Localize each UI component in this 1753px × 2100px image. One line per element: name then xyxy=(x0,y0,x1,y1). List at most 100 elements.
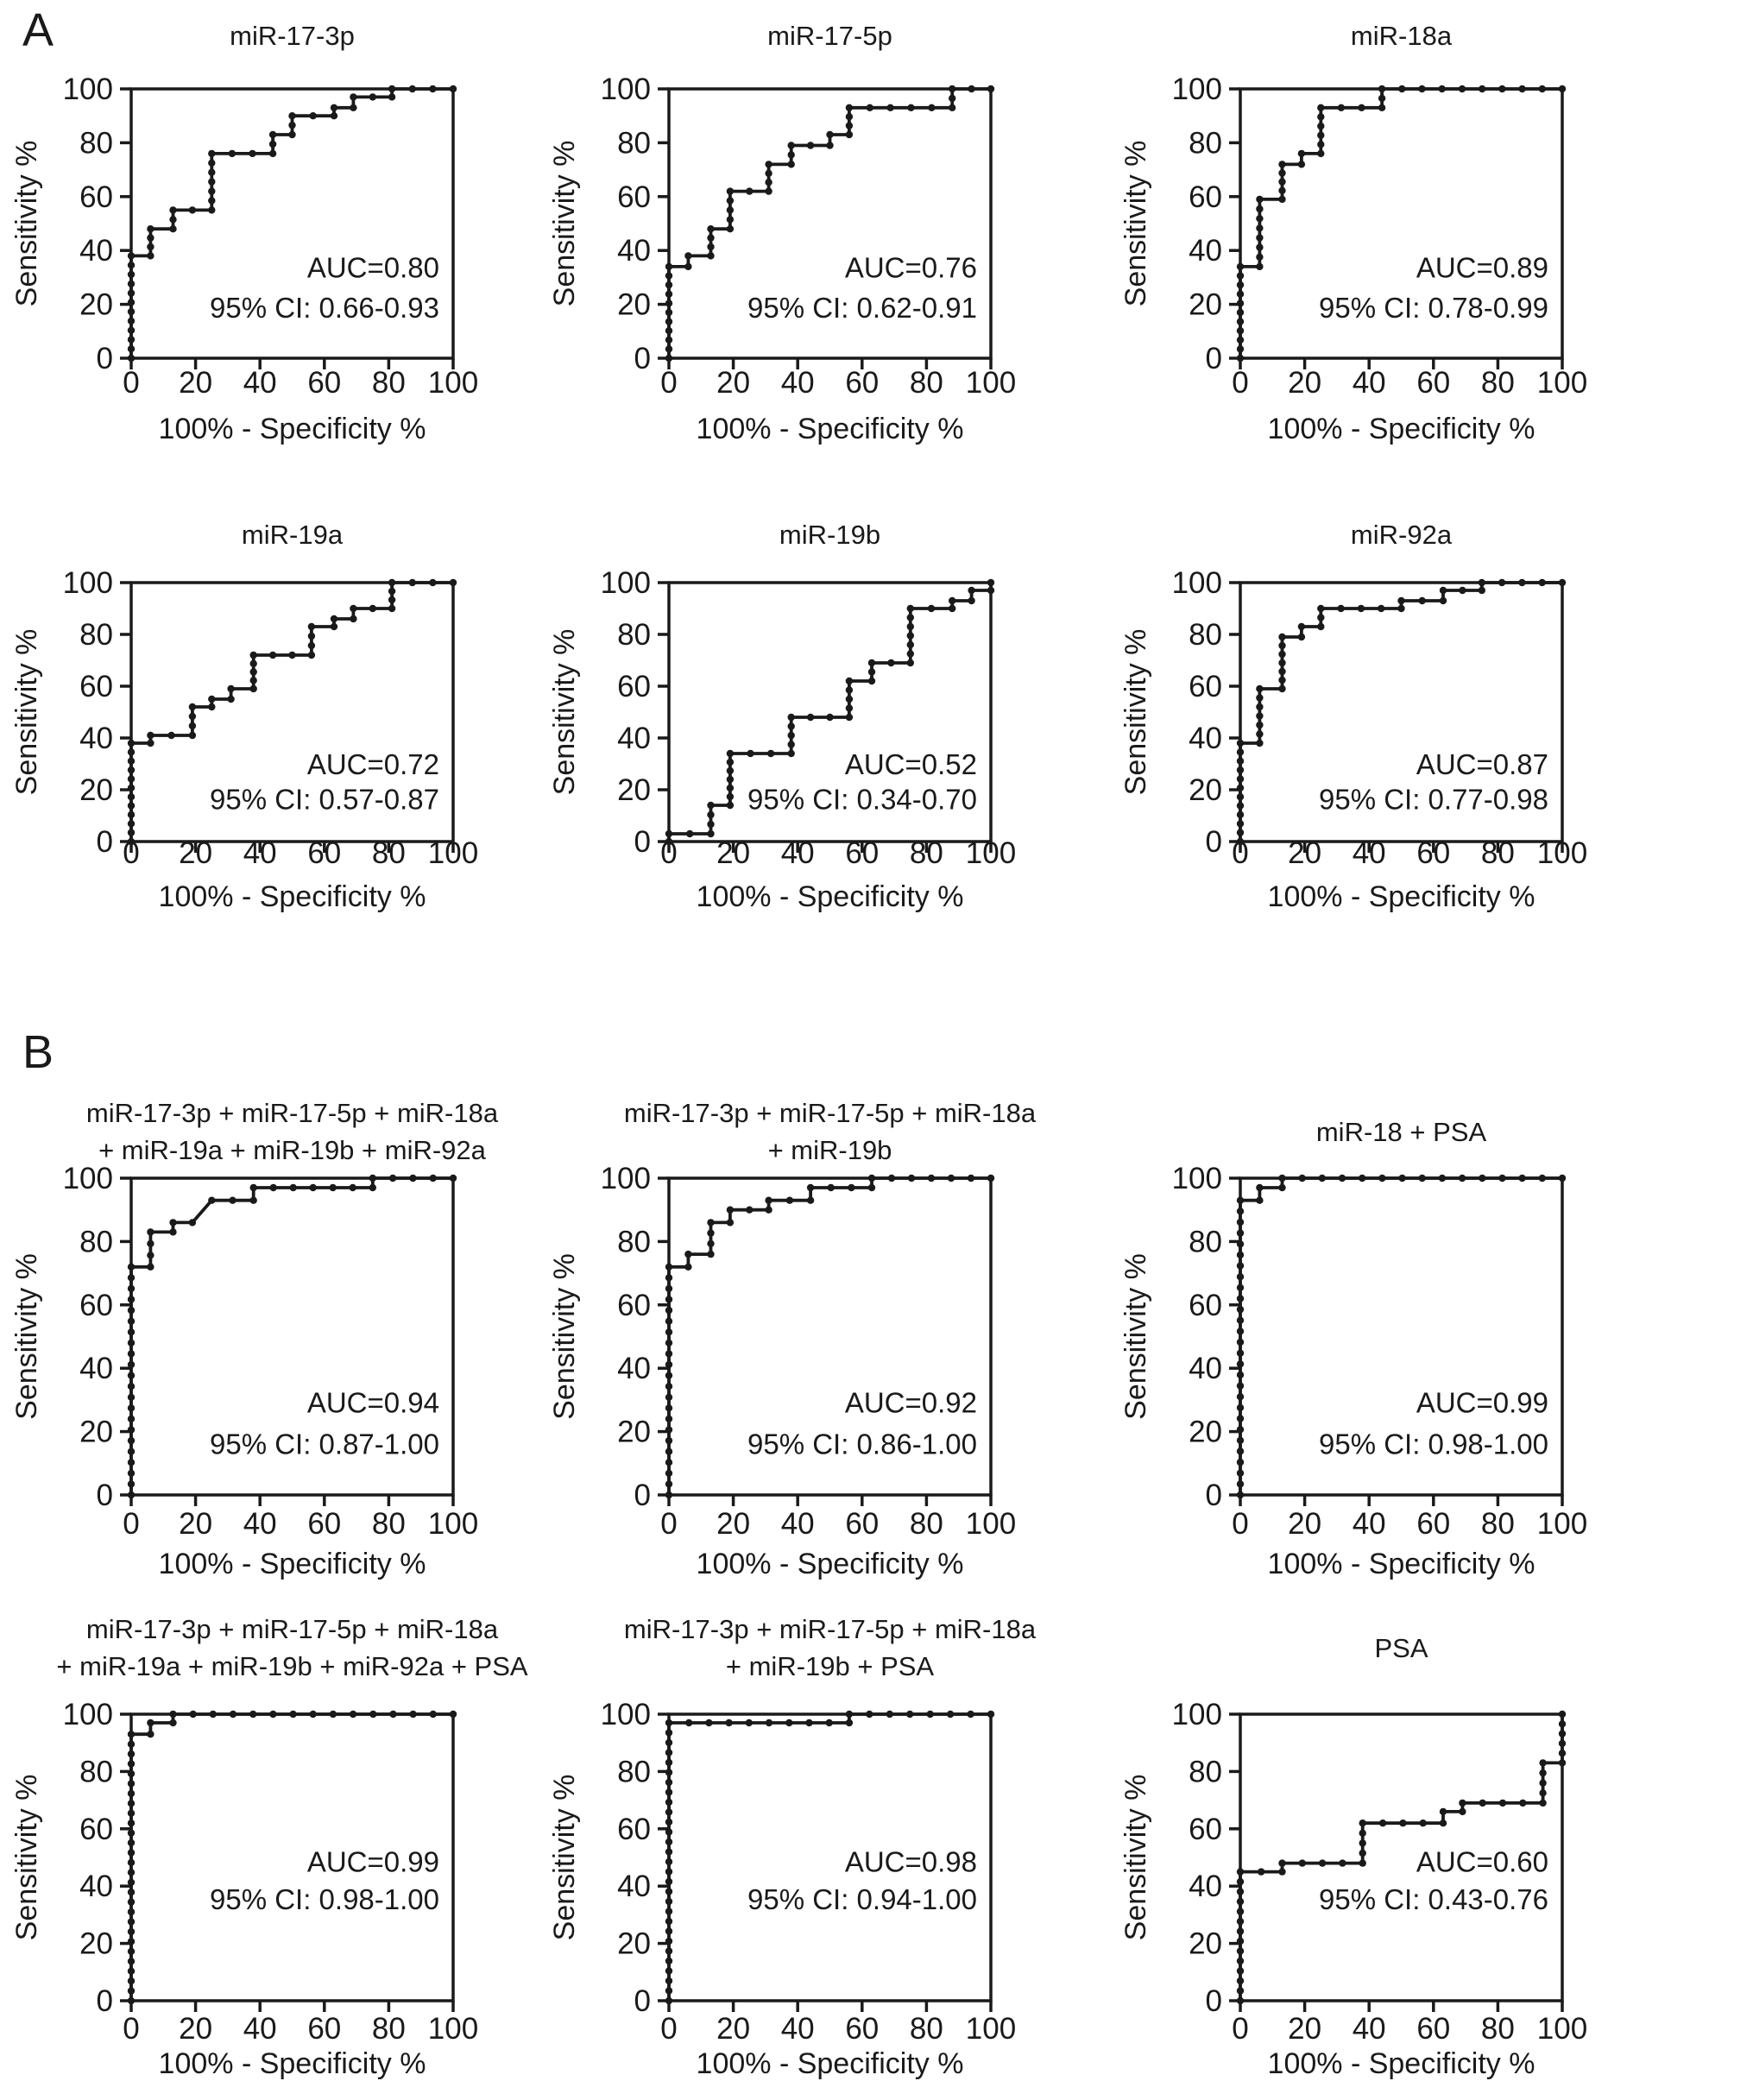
data-point xyxy=(665,1937,673,1945)
data-point xyxy=(665,1798,673,1807)
data-point xyxy=(1236,1208,1245,1215)
data-point xyxy=(726,775,735,784)
ci-label: 95% CI: 0.77-0.98 xyxy=(1319,784,1548,816)
data-point xyxy=(1439,1807,1447,1816)
x-tick-label: 80 xyxy=(1481,366,1515,400)
data-point xyxy=(127,1740,136,1748)
data-point xyxy=(147,1731,154,1738)
data-point xyxy=(1518,578,1526,587)
data-point xyxy=(127,336,136,344)
data-point xyxy=(127,262,136,269)
y-tick-label: 0 xyxy=(634,825,651,859)
data-point xyxy=(369,93,376,101)
data-point xyxy=(330,104,338,111)
y-tick-label: 20 xyxy=(1189,1927,1222,1961)
data-point xyxy=(127,289,136,297)
data-point xyxy=(1236,1305,1245,1314)
data-point xyxy=(307,641,316,650)
x-tick-label: 0 xyxy=(660,1507,677,1541)
data-point xyxy=(127,820,136,828)
x-tick-label: 80 xyxy=(910,366,943,400)
roc-panel-A5: miR-19b 0 20 40 60 80 100 0 20 40 60 80 100 Sensitivi… xyxy=(548,520,1016,913)
data-point xyxy=(1458,85,1466,93)
x-tick-label: 0 xyxy=(123,1507,139,1541)
data-point xyxy=(949,604,956,613)
data-point xyxy=(886,104,894,111)
x-tick-label: 80 xyxy=(910,2012,943,2046)
x-tick-label: 60 xyxy=(307,366,341,400)
data-point xyxy=(765,1196,772,1204)
data-point xyxy=(665,1372,673,1379)
data-point xyxy=(766,749,775,758)
data-point xyxy=(127,1958,136,1965)
data-point xyxy=(787,722,795,730)
data-point xyxy=(147,1718,154,1727)
data-point xyxy=(1236,1491,1245,1499)
data-point xyxy=(127,1263,136,1271)
data-point xyxy=(350,104,357,111)
data-point xyxy=(1439,586,1447,595)
data-point xyxy=(928,104,936,111)
x-tick-label: 20 xyxy=(179,836,212,870)
data-point xyxy=(806,142,815,149)
data-point xyxy=(1278,195,1286,204)
y-tick-label: 20 xyxy=(1189,773,1222,807)
data-point xyxy=(665,1491,673,1499)
data-point xyxy=(665,262,673,271)
data-point xyxy=(249,149,256,158)
data-point xyxy=(127,1360,136,1369)
plot-border xyxy=(1239,1712,1564,2002)
data-point xyxy=(887,659,895,667)
data-point xyxy=(665,1758,673,1767)
x-tick-label: 100 xyxy=(1537,836,1587,870)
data-point xyxy=(1397,604,1405,613)
data-point xyxy=(1256,243,1264,251)
x-tick-label: 60 xyxy=(1416,2012,1450,2046)
data-point xyxy=(1256,262,1264,271)
data-point xyxy=(665,1447,673,1455)
data-point xyxy=(707,829,715,838)
y-tick-label: 40 xyxy=(1189,722,1222,755)
y-tick-label: 20 xyxy=(617,1927,651,1961)
data-point xyxy=(208,695,216,703)
data-point xyxy=(1236,272,1245,280)
data-point xyxy=(845,104,854,111)
data-point xyxy=(906,1710,914,1718)
data-point xyxy=(665,1808,673,1816)
x-tick-label: 60 xyxy=(1416,1507,1450,1541)
data-point xyxy=(1378,1819,1387,1827)
data-point xyxy=(127,270,136,279)
y-tick-label: 20 xyxy=(1189,288,1222,322)
y-tick-label: 80 xyxy=(79,618,113,652)
data-point xyxy=(127,1296,136,1303)
data-point xyxy=(707,1229,715,1237)
data-point xyxy=(1538,1174,1546,1182)
data-point xyxy=(369,1183,376,1192)
x-tick-label: 0 xyxy=(660,836,677,870)
data-point xyxy=(1256,205,1264,213)
data-point xyxy=(845,677,854,685)
roc-panel-B4: miR-17-3p + miR-17-5p + miR-18a + miR-19a… xyxy=(10,1614,528,2080)
data-point xyxy=(169,216,177,224)
data-point xyxy=(127,1372,136,1379)
data-point xyxy=(330,615,338,623)
data-point xyxy=(1256,224,1264,232)
roc-curve-markers xyxy=(1236,1174,1567,1499)
data-point xyxy=(1278,676,1286,684)
roc-panel-A4: miR-19a 0 20 40 60 80 100 0 20 40 60 80 100 Sensitivi… xyxy=(10,520,478,913)
data-point xyxy=(127,1447,136,1455)
data-point xyxy=(188,1219,197,1227)
y-tick-label: 0 xyxy=(97,342,113,375)
data-point xyxy=(1236,1947,1245,1955)
roc-curve-markers xyxy=(1236,578,1567,846)
data-point xyxy=(665,1888,673,1895)
data-point xyxy=(665,281,673,289)
data-point xyxy=(268,149,277,158)
data-point xyxy=(1256,712,1264,720)
data-point xyxy=(787,161,795,168)
data-point xyxy=(127,1918,136,1926)
data-point xyxy=(1256,684,1264,693)
data-point xyxy=(127,1339,136,1346)
data-point xyxy=(1236,327,1245,335)
data-point xyxy=(1236,1283,1245,1291)
